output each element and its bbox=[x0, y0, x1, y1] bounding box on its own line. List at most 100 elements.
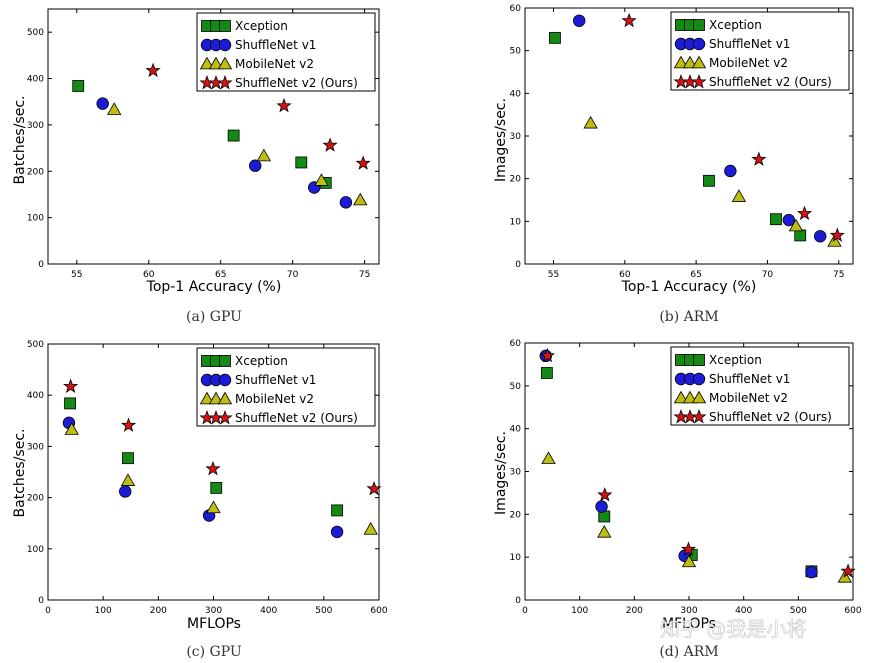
panel-d-legend-label: Xception bbox=[709, 353, 762, 367]
panel-b-legend-square-icon bbox=[693, 19, 705, 31]
panel-c-series-mobilenet_v2 bbox=[64, 422, 378, 535]
panel-b-ytick-label: 10 bbox=[510, 217, 522, 227]
panel-c-point-shufflenet_v1-circle bbox=[330, 525, 344, 539]
panel-a-legend-label: ShuffleNet v2 (Ours) bbox=[235, 76, 358, 90]
panel-d-arm-mflops: 0 100 200 300 400 500 600 0 10 20 30 40 50 60 Xception… bbox=[493, 339, 862, 660]
panel-b-ytick-label: 0 bbox=[515, 260, 521, 270]
panel-b-point-xception-square bbox=[770, 213, 782, 226]
panel-a-ytick-label: 500 bbox=[27, 28, 44, 38]
panel-a-series-shufflenet_v1 bbox=[96, 97, 353, 209]
panel-d-caption: (d) ARM bbox=[659, 644, 718, 660]
panel-b-point-mobilenet_v2-triangle bbox=[583, 115, 598, 129]
panel-a-legend-label: Xception bbox=[235, 19, 288, 33]
panel-c-point-xception-square bbox=[64, 397, 76, 410]
panel-c-point-mobilenet_v2-triangle bbox=[206, 500, 221, 514]
panel-d-legend-triangle-icon bbox=[673, 390, 689, 404]
panel-c-caption: (c) GPU bbox=[186, 644, 242, 660]
panel-c-legend: Xception ShuffleNet v1 MobileNet v2 Shuffle… bbox=[196, 347, 376, 427]
panel-b-point-shufflenet_v1-circle bbox=[782, 213, 796, 227]
panel-c-legend-circle-icon bbox=[218, 373, 232, 387]
panel-c-legend-label: Xception bbox=[235, 354, 288, 368]
watermark-text: 知乎 @我是小将 bbox=[660, 617, 806, 641]
panel-c-legend-label: ShuffleNet v1 bbox=[235, 373, 316, 387]
panel-c-ylabel: Batches/sec. bbox=[12, 429, 28, 518]
panel-c-point-xception-square bbox=[331, 504, 343, 517]
panel-b-ytick-label: 40 bbox=[510, 89, 522, 99]
panel-a-xtick-label: 65 bbox=[215, 270, 226, 280]
panel-a-point-mobilenet_v2-triangle bbox=[353, 192, 368, 206]
panel-b-point-xception-square bbox=[549, 31, 561, 44]
panel-c-xtick-label: 300 bbox=[205, 606, 222, 616]
panel-c-legend-triangle-icon bbox=[208, 391, 224, 405]
panel-d-xlabel: MFLOPs bbox=[662, 616, 716, 632]
panel-d-point-shufflenet_v1-circle bbox=[595, 500, 608, 513]
panel-c-xtick-label: 200 bbox=[150, 606, 167, 616]
panel-a-caption: (a) GPU bbox=[186, 309, 242, 325]
panel-a-ytick-label: 100 bbox=[27, 214, 44, 224]
panel-a-point-shufflenet_v2-star bbox=[276, 97, 292, 113]
panel-a-ytick-label: 0 bbox=[38, 260, 44, 270]
panel-d-point-shufflenet_v2-star bbox=[680, 541, 697, 556]
panel-d-point-shufflenet_v2-star bbox=[597, 487, 613, 502]
panel-a-xtick-label: 70 bbox=[287, 270, 299, 280]
panel-c-point-xception-square bbox=[210, 481, 223, 494]
panel-c-xtick-label: 100 bbox=[95, 606, 112, 616]
panel-a-point-mobilenet_v2-triangle bbox=[256, 148, 272, 162]
panel-b-caption: (b) ARM bbox=[659, 309, 718, 325]
panel-b-point-xception-square bbox=[703, 174, 715, 187]
panel-c-series-xception bbox=[64, 397, 343, 517]
panel-b-point-xception-square bbox=[794, 229, 807, 242]
panel-a-series-mobilenet_v2 bbox=[107, 102, 368, 206]
panel-a-xtick-label: 55 bbox=[71, 270, 82, 280]
panel-c-legend-label: MobileNet v2 bbox=[235, 392, 314, 406]
panel-c-xtick-label: 500 bbox=[315, 606, 332, 616]
panel-d-xtick-label: 100 bbox=[571, 606, 588, 616]
panel-c-legend-star-icon bbox=[217, 410, 233, 425]
panel-c-ytick-label: 100 bbox=[27, 545, 44, 555]
panel-b-legend-circle-icon bbox=[692, 37, 706, 51]
panel-b-xtick-label: 70 bbox=[762, 270, 774, 280]
panel-c-series-shufflenet_v2 bbox=[63, 378, 382, 496]
panel-c-point-shufflenet_v1-circle bbox=[119, 485, 132, 498]
panel-d-ytick-label: 0 bbox=[515, 596, 521, 606]
panel-b-xtick-label: 75 bbox=[833, 270, 844, 280]
panel-b-point-shufflenet_v1-circle bbox=[724, 164, 737, 178]
panel-d-ytick-label: 10 bbox=[510, 553, 522, 563]
panel-d-point-xception-square bbox=[540, 367, 553, 379]
panel-b-ytick-label: 60 bbox=[510, 4, 522, 14]
panel-d-xtick-label: 600 bbox=[844, 606, 861, 616]
panel-d-legend-label: ShuffleNet v1 bbox=[709, 372, 790, 386]
panel-d-ytick-label: 30 bbox=[510, 468, 522, 478]
panel-b-point-shufflenet_v1-circle bbox=[814, 230, 827, 243]
panel-c-legend-label: ShuffleNet v2 (Ours) bbox=[235, 411, 358, 425]
panel-c-ytick-label: 300 bbox=[27, 442, 44, 452]
panel-a-point-shufflenet_v2-star bbox=[355, 155, 371, 170]
panel-d-ylabel: Images/sec. bbox=[493, 431, 509, 515]
panel-d-ytick-label: 50 bbox=[510, 382, 522, 392]
panel-a-series-shufflenet_v2 bbox=[145, 62, 371, 170]
panel-d-xtick-label: 500 bbox=[790, 606, 807, 616]
panel-d-ytick-label: 40 bbox=[510, 425, 522, 435]
panel-a-legend-triangle-icon bbox=[208, 56, 224, 70]
panel-b-ytick-label: 30 bbox=[510, 132, 522, 142]
panel-c-ytick-label: 400 bbox=[27, 391, 44, 401]
panel-a-point-xception-square bbox=[72, 80, 85, 92]
panel-b-ytick-label: 20 bbox=[510, 175, 522, 185]
panel-a-ytick-label: 400 bbox=[27, 75, 44, 85]
panel-c-gpu-mflops: 0 100 200 300 400 500 600 0 100 200 300 400 500 Xcept… bbox=[12, 340, 388, 660]
panel-b-xtick-label: 60 bbox=[619, 270, 631, 280]
panel-c-point-mobilenet_v2-triangle bbox=[120, 473, 136, 486]
panel-c-point-shufflenet_v2-star bbox=[120, 417, 137, 432]
panel-a-legend: Xception ShuffleNet v1 MobileNet v2 Shuffle… bbox=[196, 12, 376, 92]
panel-a-legend-triangle-icon bbox=[199, 56, 215, 70]
panel-c-ytick-label: 500 bbox=[27, 340, 44, 350]
panel-a-gpu-accuracy: 55 60 65 70 75 0 100 200 300 400 500 Xception Shuffl… bbox=[12, 8, 380, 325]
panel-c-xlabel: MFLOPs bbox=[187, 616, 241, 632]
panel-d-legend-label: MobileNet v2 bbox=[709, 391, 788, 405]
panel-b-series-shufflenet_v2 bbox=[621, 12, 845, 242]
panel-d-ytick-label: 60 bbox=[510, 339, 522, 349]
panel-b-point-shufflenet_v1-circle bbox=[572, 14, 586, 27]
panel-a-legend-square-icon bbox=[219, 20, 231, 32]
panel-b-xlabel: Top-1 Accuracy (%) bbox=[621, 279, 757, 295]
